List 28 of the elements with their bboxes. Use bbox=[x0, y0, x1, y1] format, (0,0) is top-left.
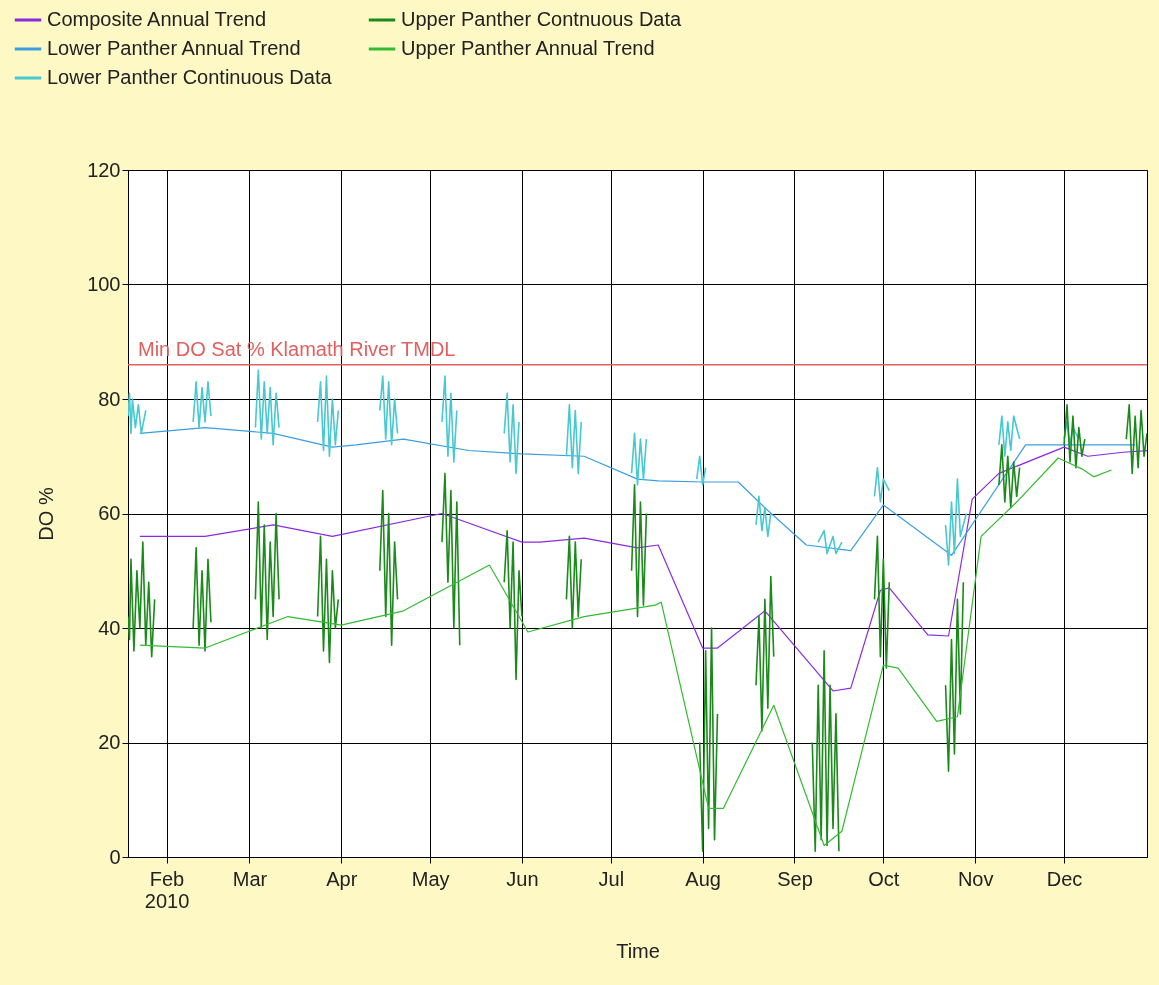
x-tick-label: Mar bbox=[232, 867, 268, 890]
x-tick-label: Jul bbox=[598, 867, 625, 890]
x-tick-label: Jun bbox=[506, 867, 539, 890]
legend-label: Lower Panther Annual Trend bbox=[47, 37, 301, 59]
x-tick-label: May bbox=[411, 867, 450, 890]
line-series bbox=[139, 427, 1136, 556]
y-tick-label: 20 bbox=[98, 731, 121, 753]
legend-label: Upper Panther Annual Trend bbox=[401, 37, 655, 59]
y-tick-label: 80 bbox=[98, 387, 121, 410]
line-series bbox=[139, 457, 1113, 847]
x-tick-label: Nov bbox=[957, 867, 994, 890]
y-tick-label: 60 bbox=[98, 502, 121, 524]
y-tick-label: 40 bbox=[98, 616, 121, 639]
legend-label: Composite Annual Trend bbox=[47, 8, 267, 30]
x-tick-label: Dec bbox=[1046, 867, 1083, 890]
x-tick-label: Feb 2010 bbox=[144, 867, 190, 912]
x-axis-title: Time bbox=[616, 939, 660, 962]
legend-label: Upper Panther Contnuous Data bbox=[401, 8, 683, 30]
y-tick-label: 100 bbox=[87, 273, 121, 295]
y-tick-label: 120 bbox=[87, 158, 121, 181]
line-series bbox=[139, 446, 1147, 692]
x-tick-label: Apr bbox=[326, 867, 358, 890]
x-tick-label: Aug bbox=[685, 867, 721, 890]
legend-label: Lower Panther Continuous Data bbox=[47, 66, 333, 88]
x-tick-label: Oct bbox=[868, 867, 900, 890]
x-tick-label: Sep bbox=[777, 867, 813, 890]
y-axis-title: DO % bbox=[35, 487, 58, 541]
y-tick-label: 0 bbox=[109, 845, 121, 868]
